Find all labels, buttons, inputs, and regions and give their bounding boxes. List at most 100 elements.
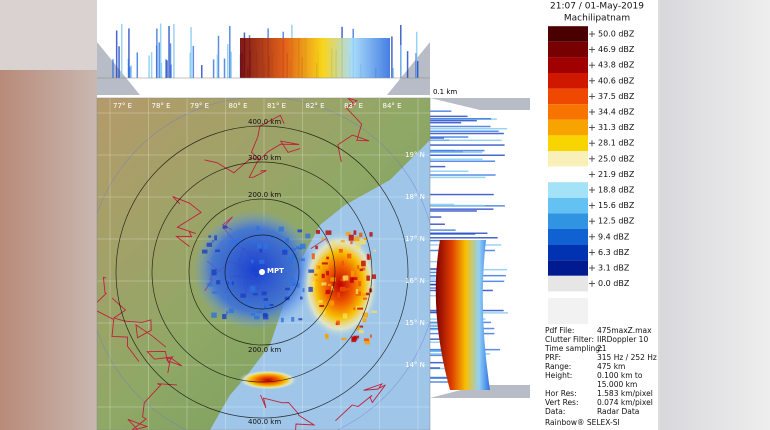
top-cell <box>415 31 418 79</box>
side-cell <box>430 119 477 122</box>
echo-cell <box>363 338 369 342</box>
side-cell <box>430 223 445 225</box>
echo-cell <box>325 230 332 235</box>
echo-cell <box>311 253 315 260</box>
echo-cell <box>302 288 305 293</box>
echo-cell <box>355 288 359 295</box>
legend-swatch <box>548 88 588 105</box>
echo-cell <box>288 258 293 264</box>
side-cell <box>430 165 446 168</box>
info-value: 315 Hz / 252 Hz <box>597 353 657 362</box>
echo-cell <box>347 253 352 259</box>
top-strip-shade <box>97 42 430 95</box>
border <box>335 383 386 422</box>
legend-swatch <box>548 104 588 120</box>
side-cell <box>430 158 483 160</box>
top-cell <box>230 51 232 78</box>
info-key: Hor Res: <box>545 389 577 398</box>
border <box>111 297 167 348</box>
top-cell <box>223 58 226 78</box>
legend-label: 9.4 dBZ <box>598 232 630 241</box>
legend-label: 12.5 dBZ <box>598 217 635 226</box>
echo-cell <box>305 233 311 239</box>
echo-cell <box>372 274 377 279</box>
echo-cell <box>331 286 334 291</box>
legend-label: 18.8 dBZ <box>598 186 635 195</box>
echo-cell <box>368 255 371 260</box>
border <box>127 383 178 430</box>
legend-swatch <box>548 260 588 276</box>
side-cell <box>430 144 505 146</box>
info-value: 475 km <box>597 362 625 371</box>
legend-label: 21.9 dBZ <box>598 170 635 179</box>
echo-cell <box>256 242 262 249</box>
echo-cell <box>341 260 344 266</box>
echo-cell <box>259 259 265 264</box>
border <box>172 196 202 247</box>
echo-cell <box>264 302 270 308</box>
echo-cell <box>308 269 315 273</box>
legend-swatch <box>548 244 588 261</box>
height-label: 0.1 km <box>433 88 457 96</box>
echo-cell <box>324 333 329 338</box>
top-cell <box>127 58 130 78</box>
echo-cell <box>285 237 290 244</box>
echo-cell <box>280 317 284 323</box>
echo-cell <box>321 262 328 265</box>
top-cell <box>160 62 163 78</box>
echo-cell <box>364 339 371 345</box>
legend-swatch <box>548 182 588 198</box>
legend-swatch <box>548 135 588 151</box>
echo-cell <box>250 313 256 316</box>
lat-label: 17° N <box>405 235 425 243</box>
top-cell <box>201 65 203 78</box>
top-cell <box>192 46 195 78</box>
echo-cell <box>339 286 346 292</box>
side-cell <box>430 193 494 196</box>
lon-label: 77° E <box>113 102 132 110</box>
echo-cell <box>344 288 351 291</box>
echo-cell <box>351 277 358 280</box>
side-cell <box>430 232 488 235</box>
legend-swatch <box>548 166 588 183</box>
lat-label: 14° N <box>405 361 425 369</box>
info-key: Pdf File: <box>545 326 574 335</box>
info-key: Time sampling: <box>544 344 603 353</box>
top-cell <box>120 23 123 78</box>
legend-hatch <box>548 298 588 324</box>
echo-cell <box>359 232 363 238</box>
info-value: 1.583 km/pixel <box>597 389 653 398</box>
echo-cell <box>256 310 263 313</box>
lon-label: 80° E <box>229 102 248 110</box>
echo-cell <box>327 283 332 287</box>
side-core <box>435 240 490 390</box>
echo-cell <box>222 225 228 229</box>
top-cell <box>168 26 170 78</box>
side-cell <box>430 233 476 235</box>
echo-cell <box>349 277 354 283</box>
side-cell <box>430 137 445 139</box>
info-value: 15.000 km <box>597 380 637 389</box>
border <box>248 140 301 178</box>
side-cell <box>430 174 496 176</box>
echo-cell <box>353 236 360 242</box>
echo-cell <box>318 300 323 303</box>
echo-cell <box>348 234 354 241</box>
echo-cell <box>254 273 258 277</box>
echo-cell <box>211 240 215 243</box>
top-cell <box>112 59 114 78</box>
side-cell <box>430 354 443 357</box>
station-marker <box>259 269 265 275</box>
legend-label: 28.1 dBZ <box>598 139 635 148</box>
legend-swatch <box>548 57 588 73</box>
side-cell <box>430 229 456 231</box>
side-cell <box>430 132 504 135</box>
top-cell <box>150 52 153 78</box>
echo-cell <box>321 237 325 241</box>
top-cell <box>148 55 150 78</box>
echo-cell <box>361 260 366 267</box>
echo-cell <box>211 312 217 318</box>
echo-cell <box>296 246 300 249</box>
top-cell <box>212 59 215 78</box>
legend-label: 43.8 dBZ <box>598 61 635 70</box>
